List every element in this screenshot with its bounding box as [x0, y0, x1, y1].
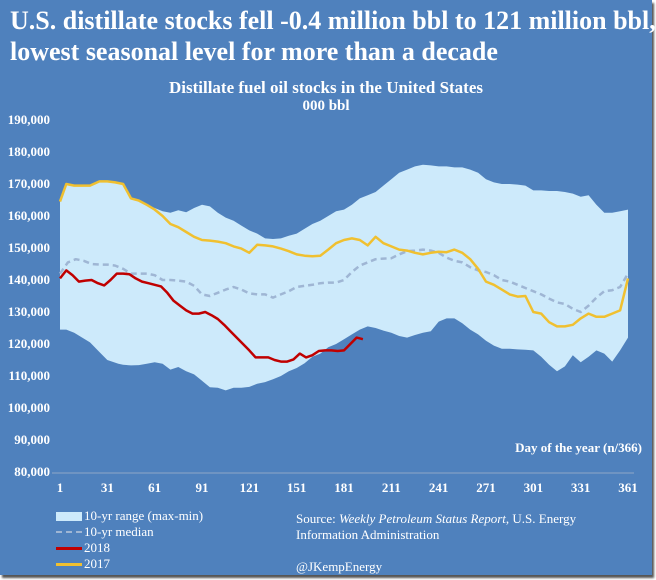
legend-label-2018: 2018	[84, 540, 110, 555]
source-publication: Weekly Petroleum Status Report	[338, 511, 506, 526]
legend-swatch-range	[56, 511, 82, 521]
legend-swatch-2017	[56, 562, 82, 566]
author-handle: @JKempEnergy	[296, 559, 383, 574]
source-note: Source: Weekly Petroleum Status Report, …	[296, 511, 636, 543]
chart-units: 000 bbl	[302, 98, 350, 114]
y-tick-label: 130,000	[8, 304, 50, 319]
median-line	[58, 248, 630, 314]
x-tick-label: 181	[334, 480, 354, 495]
source-prefix: Source:	[296, 511, 339, 526]
y-tick-label: 80,000	[14, 464, 50, 479]
legend-item-2017: 2017	[56, 556, 203, 572]
range-band-area	[60, 164, 628, 391]
legend: 10-yr range (max-min) 10-yr median 2018 …	[56, 508, 203, 572]
source-suffix: , U.S. Energy Information Administration	[296, 511, 577, 542]
legend-item-range: 10-yr range (max-min)	[56, 508, 203, 524]
y-tick-label: 150,000	[8, 240, 50, 255]
legend-swatch-median	[56, 531, 82, 533]
x-tick-label: 331	[571, 480, 591, 495]
chart-title: Distillate fuel oil stocks in the United…	[168, 78, 484, 97]
x-tick-label: 61	[148, 480, 161, 495]
y-tick-label: 120,000	[8, 336, 50, 351]
legend-label-range: 10-yr range (max-min)	[84, 508, 204, 523]
y-tick-label: 160,000	[8, 208, 50, 223]
legend-label-2017: 2017	[84, 556, 110, 571]
legend-item-2018: 2018	[56, 540, 203, 556]
y-tick-label: 90,000	[14, 432, 50, 447]
x-tick-label: 121	[240, 480, 260, 495]
x-tick-label: 241	[429, 480, 449, 495]
legend-swatch-2018	[56, 546, 82, 550]
y-tick-label: 170,000	[8, 176, 50, 191]
x-axis-label: Day of the year (n/366)	[515, 440, 642, 455]
line-2018	[59, 269, 364, 363]
line-2017	[58, 180, 630, 328]
y-tick-label: 180,000	[8, 144, 50, 159]
headline-line-2: lowest seasonal level for more than a de…	[10, 37, 498, 66]
x-tick-label: 91	[196, 480, 209, 495]
headline-line-1: U.S. distillate stocks fell -0.4 million…	[10, 6, 656, 35]
y-tick-label: 100,000	[8, 400, 50, 415]
y-tick-label: 110,000	[8, 368, 50, 383]
legend-label-median: 10-yr median	[84, 524, 154, 539]
x-tick-label: 301	[524, 480, 544, 495]
legend-item-median: 10-yr median	[56, 524, 203, 540]
x-tick-label: 1	[57, 480, 64, 495]
x-tick-label: 31	[101, 480, 114, 495]
y-tick-label: 140,000	[8, 272, 50, 287]
x-tick-label: 271	[476, 480, 496, 495]
x-tick-label: 211	[382, 480, 401, 495]
x-tick-label: 361	[618, 480, 638, 495]
y-tick-label: 190,000	[8, 112, 50, 127]
x-tick-label: 151	[287, 480, 307, 495]
